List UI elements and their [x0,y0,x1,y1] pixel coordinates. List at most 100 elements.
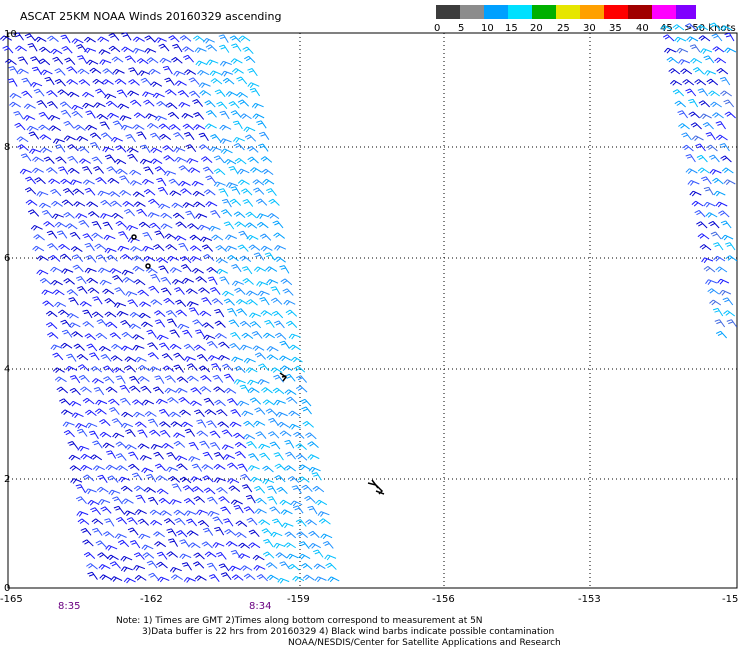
wind-barb [50,344,63,351]
wind-barb [104,247,117,254]
wind-barb [203,334,216,341]
wind-barb [115,516,128,525]
wind-barb [701,257,714,264]
wind-barb [103,531,115,538]
wind-barb [169,566,182,573]
wind-barb [249,397,262,405]
wind-barb [165,89,177,96]
wind-barb [694,79,707,86]
wind-barb [21,77,32,86]
wind-barb [41,209,53,218]
wind-barb [67,441,79,449]
wind-barb [121,345,134,352]
wind-barb [111,136,123,143]
wind-barb [33,88,45,97]
wind-barb [204,551,217,558]
wind-barb [34,177,46,185]
wind-barb [682,144,694,152]
wind-barb [27,209,40,217]
wind-barb [92,527,103,536]
wind-barb [696,221,708,229]
wind-barb [117,245,130,252]
wind-barb [88,211,100,218]
wind-barb [241,484,253,493]
wind-barb [9,92,22,99]
wind-barb [216,486,228,494]
map-title: ASCAT 25KM NOAA Winds 20160329 ascending [20,10,281,23]
wind-barb [146,473,157,483]
wind-barb [228,101,240,109]
wind-barb [98,345,111,352]
wind-barb [111,343,123,350]
legend-swatch-0 [436,5,460,19]
wind-barb [212,542,225,548]
wind-barb [112,274,124,283]
wind-barb [158,265,169,274]
wind-barb [141,544,154,551]
wind-barb [70,246,83,252]
wind-barb [45,322,58,330]
wind-barb [141,467,154,474]
wind-barb [234,531,247,539]
wind-barb [256,281,269,287]
legend-swatch-2 [484,5,508,19]
wind-barb [214,89,226,98]
wind-barb [232,120,243,130]
wind-barb [218,496,230,504]
wind-barb [159,133,171,141]
wind-barb [146,329,157,338]
wind-barb [714,57,727,64]
wind-barb [233,379,246,385]
wind-barb [703,55,715,64]
wind-barb [137,429,148,438]
wind-barb [100,199,112,207]
wind-barb [308,530,320,538]
wind-barb [82,233,94,242]
wind-barb [210,210,221,219]
wind-barb [202,475,214,483]
wind-barb [82,309,93,319]
wind-barb [166,452,177,461]
wind-barb [75,213,88,219]
wind-barb [68,322,81,329]
wind-barb [186,375,199,382]
wind-barb [52,352,64,361]
wind-barb [229,35,241,43]
wind-barb [682,79,695,86]
wind-barb [296,375,307,383]
wind-barb [63,212,75,219]
wind-barb [183,356,196,362]
wind-barb [712,307,724,317]
wind-barb [77,364,90,372]
wind-barb [227,308,238,317]
wind-barb [140,321,153,328]
wind-barb [307,454,320,460]
wind-barb [119,384,130,394]
wind-barb [169,124,181,131]
wind-barb [720,155,732,163]
wind-barb [162,65,173,75]
wind-barb [313,563,326,570]
wind-barb [238,230,249,239]
wind-barb [275,552,288,559]
wind-barb [262,178,275,185]
wind-barb [142,91,155,98]
wind-barb [90,366,103,373]
wind-barb [295,385,308,393]
wind-barb [265,408,277,416]
wind-barb [114,158,127,165]
wind-barb [132,47,145,54]
wind-barb [213,451,225,460]
wind-barb [270,531,283,538]
wind-barb [8,66,19,75]
wind-barb [89,352,100,361]
wind-barb [191,463,203,472]
wind-barb [254,407,266,415]
wind-barb [146,122,159,129]
wind-barb [132,265,145,272]
wind-barb [311,472,322,481]
wind-barb [245,367,258,373]
wind-barb [87,499,100,506]
wind-barb [295,443,307,451]
wind-barb [143,166,154,175]
